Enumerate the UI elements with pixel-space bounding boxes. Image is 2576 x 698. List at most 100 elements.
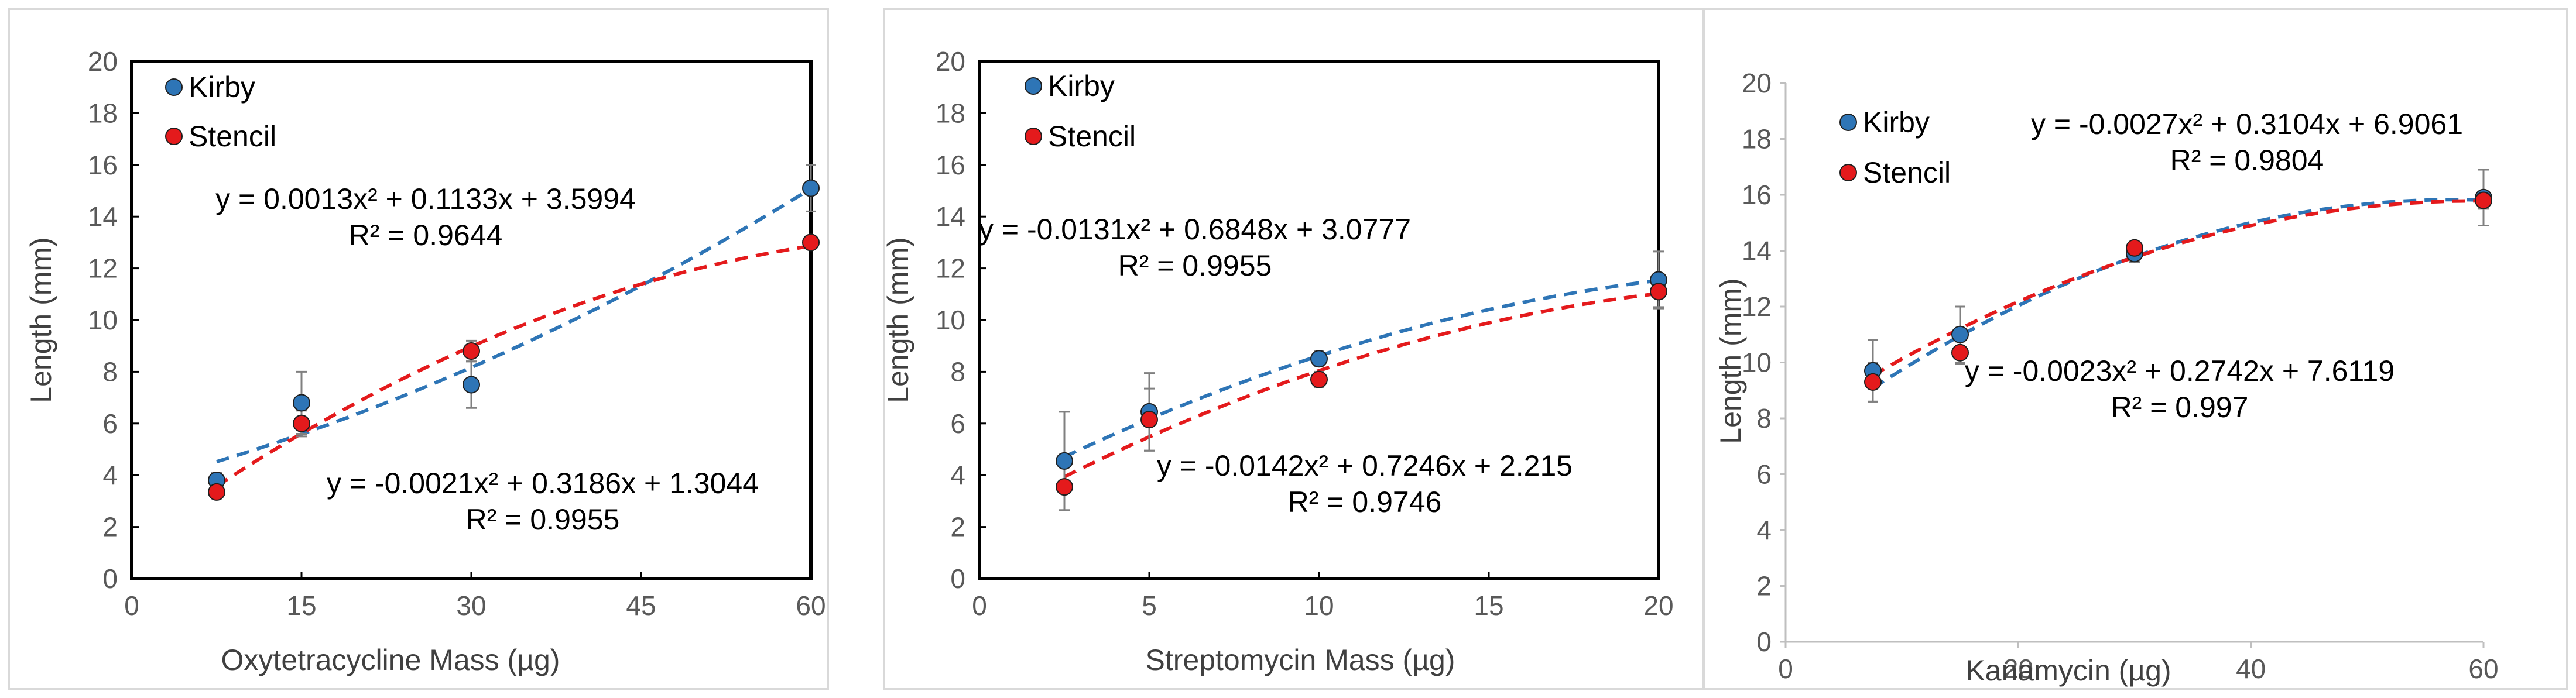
equation-kirby: y = 0.0013x² + 0.1133x + 3.5994 (215, 183, 636, 215)
data-point-stencil (1140, 411, 1158, 429)
trendline-stencil (1063, 291, 1659, 479)
data-point-stencil (2126, 239, 2143, 257)
data-point-stencil (1864, 373, 1882, 391)
data-point-stencil (1951, 343, 1969, 362)
x-tick-label-5: 5 (1142, 590, 1157, 621)
y-tick-label-16: 16 (1742, 180, 1772, 210)
legend-label-stencil: Stencil (1863, 156, 1951, 189)
y-tick-label-2: 2 (1756, 571, 1772, 601)
x-tick-label-30: 30 (456, 590, 486, 621)
plot-area (130, 60, 813, 580)
y-tick-label-6: 6 (102, 408, 118, 439)
y-tick-label-20: 20 (936, 46, 965, 77)
x-tick-label-10: 10 (1304, 590, 1334, 621)
legend-marker-stencil (165, 128, 183, 145)
x-tick-label-15: 15 (286, 590, 316, 621)
y-tick-label-6: 6 (950, 408, 965, 439)
r-squared-kirby: R² = 0.9804 (2170, 144, 2324, 177)
y-tick-label-8: 8 (950, 356, 965, 387)
data-point-stencil (802, 233, 820, 252)
y-tick-label-10: 10 (936, 305, 965, 335)
y-tick-label-14: 14 (88, 201, 118, 232)
x-axis-title: Kanamycin (µg) (1965, 654, 2171, 687)
y-tick-label-18: 18 (1742, 124, 1772, 154)
r-squared-stencil: R² = 0.9746 (1288, 486, 1442, 518)
trend-equation-kirby: y = -0.0027x² + 0.3104x + 6.9061 R² = 0.… (2031, 108, 2463, 177)
trend-equation-stencil: y = -0.0142x² + 0.7246x + 2.215 R² = 0.9… (1157, 449, 1573, 518)
y-tick-label-8: 8 (1756, 403, 1772, 434)
legend-marker-kirby (1025, 77, 1042, 95)
y-tick-label-10: 10 (1742, 348, 1772, 378)
legend-label-stencil: Stencil (189, 120, 276, 153)
legend-label-kirby: Kirby (1863, 106, 1930, 139)
y-tick-label-6: 6 (1756, 459, 1772, 490)
legend-label-kirby: Kirby (189, 71, 255, 104)
x-tick-label-20: 20 (1643, 590, 1673, 621)
y-tick-label-8: 8 (102, 356, 118, 387)
x-tick-label-15: 15 (1474, 590, 1503, 621)
y-tick-label-16: 16 (88, 150, 118, 180)
x-tick-label-0: 0 (1778, 654, 1793, 684)
y-tick-label-16: 16 (936, 150, 965, 180)
legend-marker-stencil (1839, 164, 1857, 181)
chart-panel-kanamycin: 0 2 4 6 8 10 12 14 16 18 20 0 20 40 60 Length (mm) Ka… (1704, 8, 2568, 690)
trendline-stencil (1872, 199, 2483, 377)
y-tick-label-14: 14 (936, 201, 965, 232)
legend: Kirby Stencil (165, 71, 276, 153)
data-point-stencil (1056, 478, 1073, 496)
plot-area (1786, 83, 2483, 642)
equation-stencil: y = -0.0023x² + 0.2742x + 7.6119 (1965, 355, 2395, 387)
y-tick-label-20: 20 (1742, 68, 1772, 98)
x-tick-label-20: 20 (2003, 654, 2033, 684)
data-point-stencil (2475, 191, 2492, 209)
data-point-stencil (1310, 370, 1328, 388)
y-tick-label-2: 2 (950, 512, 965, 542)
equation-stencil: y = -0.0142x² + 0.7246x + 2.215 (1157, 449, 1573, 482)
trend-equation-kirby: y = -0.0131x² + 0.6848x + 3.0777 R² = 0.… (979, 213, 1411, 282)
data-point-kirby (1310, 350, 1328, 368)
plot-area (978, 60, 1660, 580)
y-tick-label-0: 0 (1756, 627, 1772, 657)
y-tick-label-14: 14 (1742, 236, 1772, 266)
y-tick-label-12: 12 (88, 253, 118, 284)
trend-equation-kirby: y = 0.0013x² + 0.1133x + 3.5994 R² = 0.9… (215, 183, 636, 252)
y-tick-label-4: 4 (1756, 515, 1772, 545)
x-tick-label-0: 0 (124, 590, 139, 621)
y-tick-label-0: 0 (950, 563, 965, 594)
legend-marker-stencil (1025, 128, 1042, 145)
y-axis-title: Length (mm) (1714, 278, 1747, 443)
legend-label-stencil: Stencil (1048, 120, 1136, 153)
y-tick-label-0: 0 (102, 563, 118, 594)
x-tick-label-0: 0 (972, 590, 987, 621)
data-point-kirby (1056, 452, 1073, 470)
data-point-stencil (293, 414, 310, 432)
data-point-kirby (463, 376, 480, 394)
r-squared-kirby: R² = 0.9644 (349, 219, 503, 252)
y-tick-label-18: 18 (936, 98, 965, 128)
y-tick-label-20: 20 (88, 46, 118, 77)
data-point-kirby (1951, 325, 1969, 343)
chart-panel-oxytetracycline: 0 2 4 6 8 10 12 14 16 18 20 0 15 30 45 60 Length (mm) … (8, 8, 829, 690)
y-tick-label-18: 18 (88, 98, 118, 128)
trendline-kirby (216, 187, 812, 463)
r-squared-stencil: R² = 0.997 (2111, 391, 2249, 424)
y-axis-title: Length (mm) (25, 237, 57, 403)
r-squared-stencil: R² = 0.9955 (466, 503, 620, 536)
trendline-kirby (1872, 198, 2484, 390)
data-point-stencil (1650, 283, 1667, 301)
trend-equation-stencil: y = -0.0023x² + 0.2742x + 7.6119 R² = 0.… (1965, 355, 2395, 424)
y-axis-title: Length (mm) (882, 237, 914, 403)
equation-stencil: y = -0.0021x² + 0.3186x + 1.3044 (327, 467, 759, 500)
data-point-stencil (463, 342, 480, 360)
trend-equation-stencil: y = -0.0021x² + 0.3186x + 1.3044 R² = 0.… (327, 467, 759, 536)
x-tick-label-60: 60 (2468, 654, 2498, 684)
equation-kirby: y = -0.0131x² + 0.6848x + 3.0777 (979, 213, 1411, 246)
trendline-kirby (1063, 278, 1659, 459)
y-tick-label-4: 4 (102, 460, 118, 490)
chart-svg-kanamycin: 0 2 4 6 8 10 12 14 16 18 20 0 20 40 60 Length (mm) Ka… (1714, 68, 2499, 687)
equation-kirby: y = -0.0027x² + 0.3104x + 6.9061 (2031, 108, 2463, 140)
x-tick-label-60: 60 (796, 590, 825, 621)
x-tick-label-40: 40 (2236, 654, 2266, 684)
x-axis-title: Oxytetracycline Mass (µg) (221, 644, 560, 676)
